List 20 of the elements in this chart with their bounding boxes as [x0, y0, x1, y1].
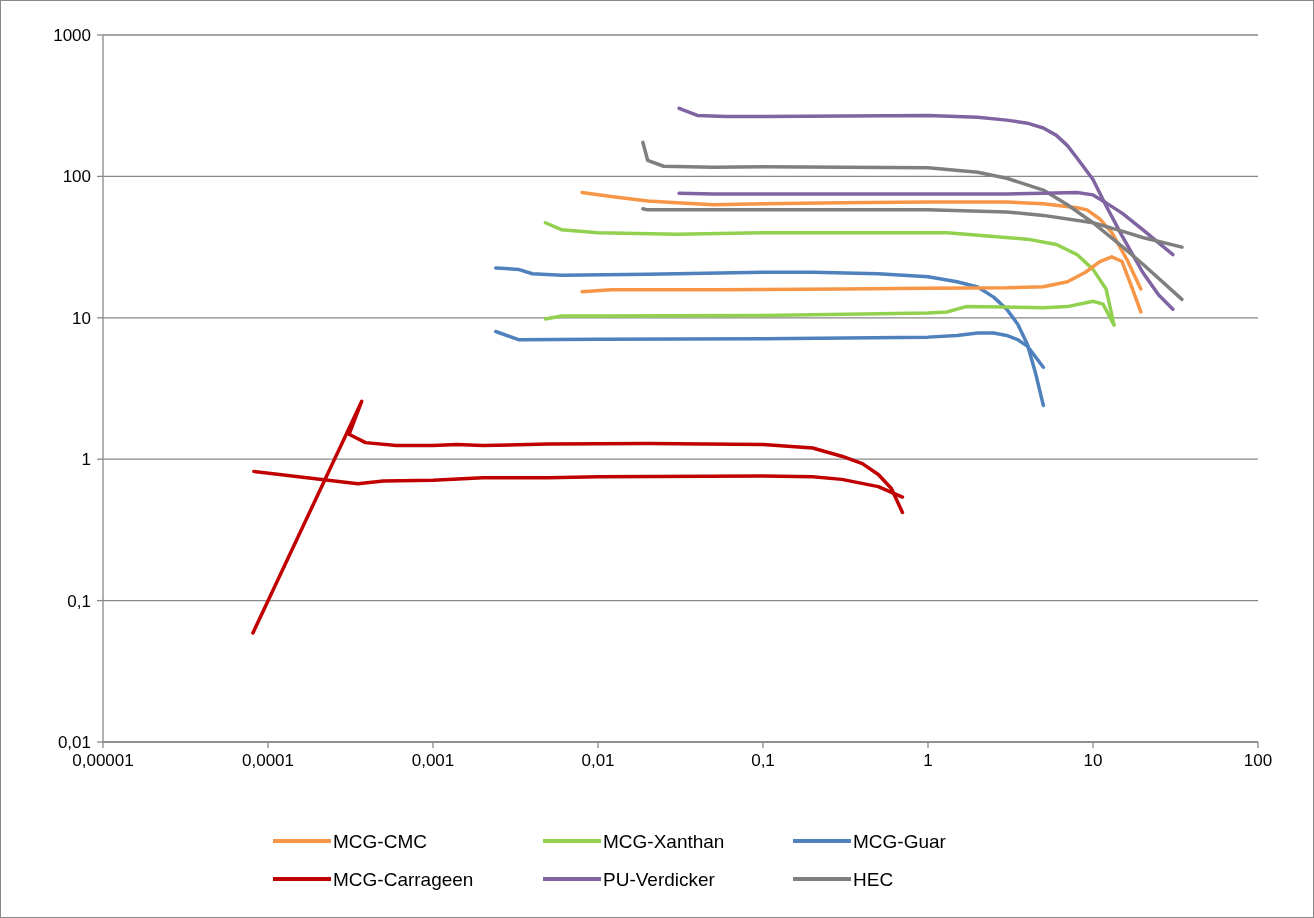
legend-label: PU-Verdicker	[603, 868, 716, 890]
y-tick-label: 100	[62, 167, 91, 187]
x-tick-label: 100	[1243, 751, 1273, 770]
x-tick-label: 0,0001	[242, 751, 294, 770]
x-tick-label: 1	[923, 751, 933, 770]
legend-label: MCG-Carrageen	[333, 868, 474, 890]
legend-label: MCG-Xanthan	[603, 830, 725, 852]
y-tick-label: 1	[81, 450, 91, 470]
legend-label: MCG-Guar	[853, 830, 947, 852]
legend-label: MCG-CMC	[333, 830, 427, 852]
y-tick-label: 10	[72, 308, 91, 328]
legend-label: HEC	[853, 868, 894, 890]
x-tick-label: 0,001	[411, 751, 455, 770]
y-tick-label: 1000	[53, 25, 91, 45]
y-tick-label: 0,1	[67, 591, 91, 611]
x-tick-label: 0,1	[751, 751, 775, 770]
x-tick-label: 10	[1083, 751, 1103, 770]
x-tick-label: 0,00001	[72, 751, 134, 770]
x-tick-label: 0,01	[581, 751, 615, 770]
y-tick-label: 0,01	[57, 732, 91, 752]
